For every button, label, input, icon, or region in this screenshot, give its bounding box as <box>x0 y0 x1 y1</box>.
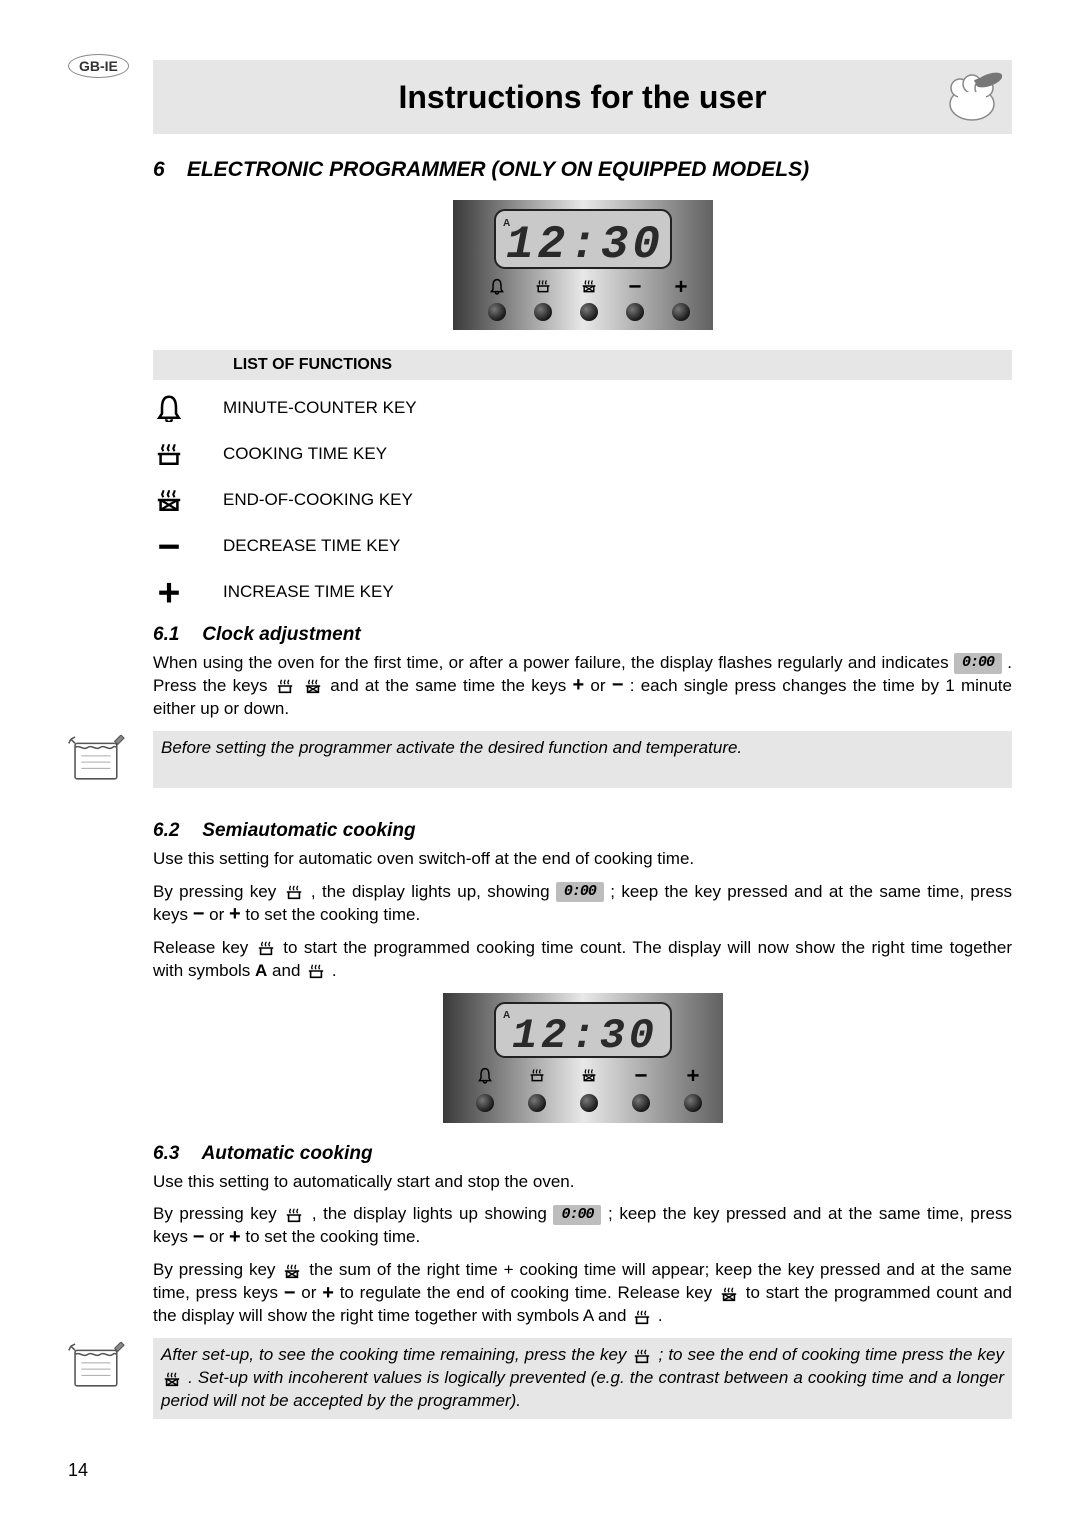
display-value: 0:00 <box>954 653 1002 673</box>
svg-text:12:30: 12:30 <box>511 1012 657 1060</box>
function-label: END-OF-COOKING KEY <box>223 490 413 510</box>
page-number: 14 <box>68 1460 88 1481</box>
text-fragment: or <box>209 1227 229 1246</box>
plus-icon: + <box>229 904 241 924</box>
paragraph-63b: By pressing key , the display lights up … <box>153 1203 1012 1249</box>
subsection-number: 6.2 <box>153 820 197 842</box>
letter-A: A <box>255 961 267 980</box>
chef-hat-icon <box>942 70 1002 124</box>
section-number: 6 <box>153 158 181 182</box>
function-row-decrease: DECREASE TIME KEY <box>153 532 1012 560</box>
minus-icon: − <box>193 904 205 924</box>
note-block-1: Before setting the programmer activate t… <box>68 731 1012 788</box>
pot-icon <box>305 962 327 980</box>
function-row-end-cooking: END-OF-COOKING KEY <box>153 486 1012 514</box>
pot-icon <box>631 1308 653 1326</box>
subsection-title: Semiautomatic cooking <box>202 820 415 841</box>
text-fragment: or <box>301 1283 322 1302</box>
text-fragment: or <box>590 676 611 695</box>
pot-icon <box>274 677 296 695</box>
minus-icon: − <box>284 1283 296 1303</box>
language-badge: GB-IE <box>68 54 129 78</box>
subsection-number: 6.3 <box>153 1143 197 1165</box>
plus-icon: + <box>572 675 584 695</box>
text-fragment: By pressing key <box>153 1260 281 1279</box>
paragraph-62a: Use this setting for automatic oven swit… <box>153 848 1012 871</box>
plus-icon <box>155 578 183 606</box>
function-label: INCREASE TIME KEY <box>223 582 394 602</box>
text-fragment: to regulate the end of cooking time. Rel… <box>340 1283 718 1302</box>
notepad-icon <box>68 1342 128 1390</box>
minus-icon: − <box>612 675 624 695</box>
text-fragment: and <box>272 961 305 980</box>
text-fragment: to set the cooking time. <box>245 905 420 924</box>
notepad-icon <box>68 735 128 783</box>
note-text: Before setting the programmer activate t… <box>153 731 1012 788</box>
pot-icon <box>631 1347 653 1365</box>
text-fragment: , the display lights up showing <box>312 1204 554 1223</box>
minus-icon <box>155 532 183 560</box>
title-band: Instructions for the user <box>153 60 1012 134</box>
bell-icon <box>155 394 183 422</box>
display-value: 0:00 <box>553 1205 601 1225</box>
text-fragment: . Set-up with incoherent values is logic… <box>161 1368 1004 1410</box>
function-label: MINUTE-COUNTER KEY <box>223 398 417 418</box>
pot-icon <box>255 939 277 957</box>
text-fragment: When using the oven for the first time, … <box>153 653 954 672</box>
subsection-heading-63: 6.3 Automatic cooking <box>153 1143 1012 1165</box>
paragraph-63c: By pressing key the sum of the right tim… <box>153 1259 1012 1328</box>
text-fragment: . <box>332 961 337 980</box>
page-title: Instructions for the user <box>398 79 766 116</box>
plus-icon: + <box>229 1227 241 1247</box>
text-fragment: , the display lights up, showing <box>311 882 556 901</box>
note-block-2: After set-up, to see the cooking time re… <box>68 1338 1012 1419</box>
paragraph-62b: By pressing key , the display lights up,… <box>153 881 1012 927</box>
function-row-minute-counter: MINUTE-COUNTER KEY <box>153 394 1012 422</box>
subsection-heading-62: 6.2 Semiautomatic cooking <box>153 820 1012 842</box>
text-fragment: After set-up, to see the cooking time re… <box>161 1345 631 1364</box>
pot-x-icon <box>302 677 324 695</box>
text-fragment: By pressing key <box>153 882 283 901</box>
text-fragment: Release key <box>153 938 255 957</box>
pot-x-icon <box>161 1370 183 1388</box>
display-value: 0:00 <box>556 882 604 902</box>
pot-icon <box>283 883 305 901</box>
function-row-increase: INCREASE TIME KEY <box>153 578 1012 606</box>
pot-icon <box>283 1206 305 1224</box>
subsection-title: Clock adjustment <box>202 624 360 645</box>
subsection-title: Automatic cooking <box>202 1143 373 1164</box>
svg-text:12:30: 12:30 <box>505 219 663 271</box>
text-fragment: ; to see the end of cooking time press t… <box>659 1345 1004 1364</box>
programmer-display-small: A 12:30 <box>443 993 723 1123</box>
text-fragment: . <box>658 1306 663 1325</box>
pot-x-icon <box>281 1262 303 1280</box>
pot-icon <box>155 440 183 468</box>
paragraph-61: When using the oven for the first time, … <box>153 652 1012 721</box>
subsection-heading-61: 6.1 Clock adjustment <box>153 624 1012 646</box>
text-fragment: or <box>209 905 229 924</box>
function-row-cooking-time: COOKING TIME KEY <box>153 440 1012 468</box>
section-title: ELECTRONIC PROGRAMMER (ONLY ON EQUIPPED … <box>187 158 809 181</box>
pot-x-icon <box>155 486 183 514</box>
function-label: COOKING TIME KEY <box>223 444 387 464</box>
header: GB-IE Instructions for the user <box>68 60 1012 134</box>
note-text: After set-up, to see the cooking time re… <box>153 1338 1012 1419</box>
minus-icon: − <box>193 1227 205 1247</box>
section-heading: 6 ELECTRONIC PROGRAMMER (ONLY ON EQUIPPE… <box>153 158 1012 182</box>
pot-x-icon <box>718 1285 740 1303</box>
text-fragment: and at the same time the keys <box>330 676 572 695</box>
text-fragment: By pressing key <box>153 1204 283 1223</box>
paragraph-62c: Release key to start the programmed cook… <box>153 937 1012 983</box>
text-fragment: to set the cooking time. <box>245 1227 420 1246</box>
svg-text:A: A <box>503 1010 510 1021</box>
list-of-functions-heading: LIST OF FUNCTIONS <box>223 350 1012 380</box>
programmer-display-large: A 12:30 <box>453 200 713 330</box>
paragraph-63a: Use this setting to automatically start … <box>153 1171 1012 1194</box>
plus-icon: + <box>322 1283 334 1303</box>
subsection-number: 6.1 <box>153 624 197 646</box>
function-label: DECREASE TIME KEY <box>223 536 400 556</box>
